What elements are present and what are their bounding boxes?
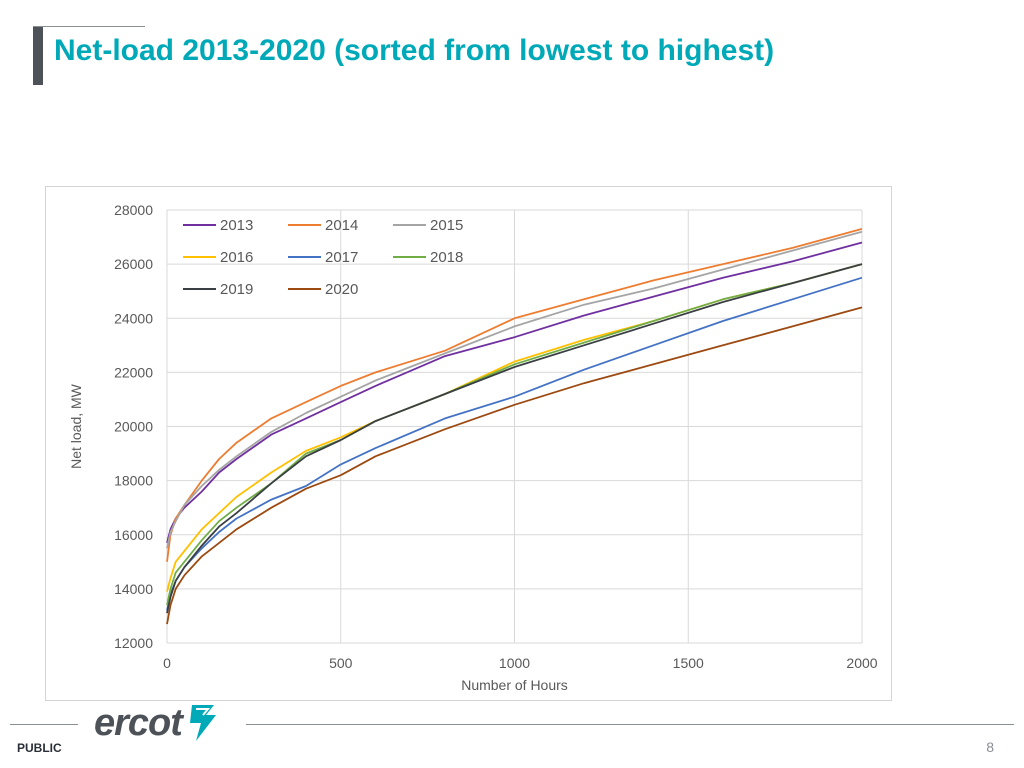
y-tick-label: 22000 bbox=[114, 364, 153, 380]
legend-label-2015: 2015 bbox=[430, 217, 463, 234]
chart-frame: 12000 14000 16000 18000 20000 22000 24000 26000… bbox=[45, 186, 892, 701]
x-tick-label: 0 bbox=[163, 655, 171, 671]
y-tick-label: 14000 bbox=[114, 581, 153, 597]
legend-label-2018: 2018 bbox=[430, 249, 463, 266]
legend-label-2013: 2013 bbox=[220, 217, 253, 234]
legend-label-2014: 2014 bbox=[325, 217, 358, 234]
title-accent-bar bbox=[33, 27, 43, 85]
legend-label-2020: 2020 bbox=[325, 281, 358, 298]
ercot-logo: ercot bbox=[94, 699, 220, 747]
y-tick-label: 24000 bbox=[114, 310, 153, 326]
y-tick-label: 26000 bbox=[114, 256, 153, 272]
y-tick-label: 16000 bbox=[114, 527, 153, 543]
y-tick-label: 28000 bbox=[114, 202, 153, 218]
y-axis-title: Net load, MW bbox=[68, 383, 84, 469]
slide-title: Net-load 2013-2020 (sorted from lowest t… bbox=[54, 34, 775, 67]
series-line-2018 bbox=[166, 263, 863, 606]
x-tick-label: 500 bbox=[329, 655, 353, 671]
y-tick-label: 18000 bbox=[114, 473, 153, 489]
page-number: 8 bbox=[986, 739, 994, 755]
texas-lightning-icon bbox=[189, 705, 216, 741]
y-tick-label: 12000 bbox=[114, 635, 153, 651]
series-line-2019 bbox=[166, 263, 863, 614]
x-tick-label: 1000 bbox=[499, 655, 530, 671]
title-rule bbox=[33, 26, 145, 27]
x-tick-label: 2000 bbox=[846, 655, 877, 671]
logo-text: ercot bbox=[94, 701, 183, 744]
legend-label-2019: 2019 bbox=[220, 281, 253, 298]
footer-rule-right bbox=[246, 724, 1014, 725]
legend-label-2017: 2017 bbox=[325, 249, 358, 266]
series-line-2015 bbox=[166, 230, 863, 549]
y-tick-label: 20000 bbox=[114, 419, 153, 435]
series-line-2020 bbox=[166, 306, 863, 625]
x-axis-title: Number of Hours bbox=[461, 677, 568, 693]
footer-rule-left bbox=[10, 724, 78, 725]
footer-public-label: PUBLIC bbox=[17, 741, 62, 755]
net-load-chart: 1200014000160001800020000220002400026000… bbox=[68, 202, 878, 693]
x-tick-label: 1500 bbox=[673, 655, 704, 671]
legend-label-2016: 2016 bbox=[220, 249, 253, 266]
